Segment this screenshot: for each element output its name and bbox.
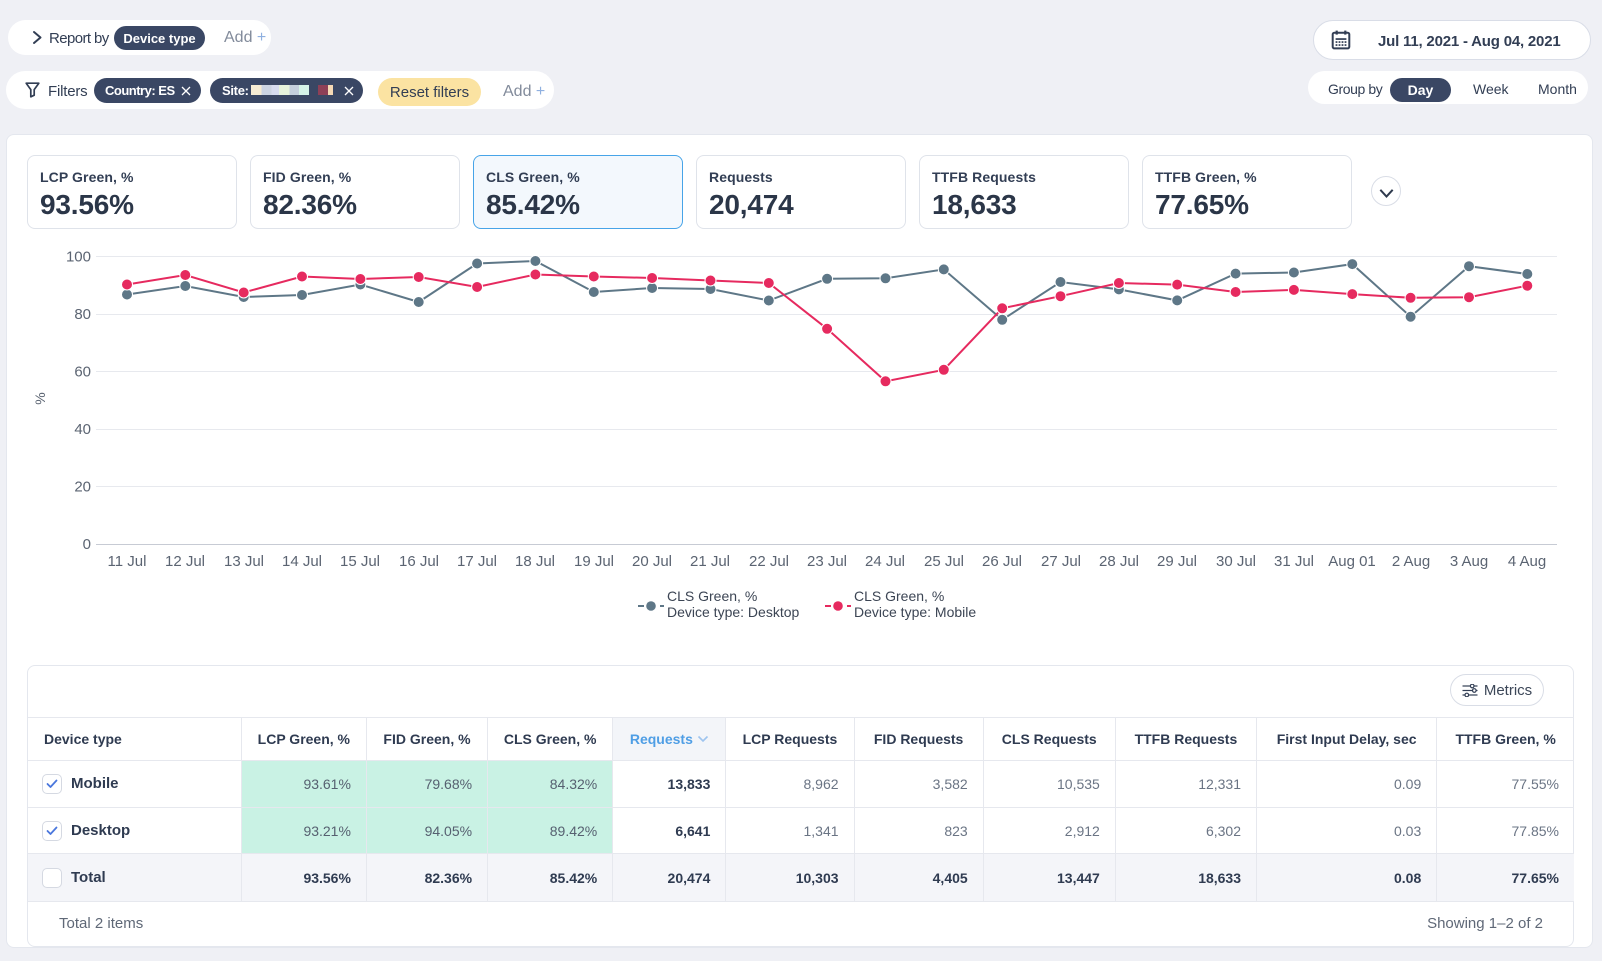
svg-text:80: 80: [74, 306, 91, 323]
svg-text:40: 40: [74, 421, 91, 438]
svg-text:0: 0: [83, 536, 91, 553]
svg-text:20: 20: [74, 479, 91, 496]
svg-text:60: 60: [74, 364, 91, 381]
svg-text:%: %: [32, 392, 48, 404]
svg-text:100: 100: [66, 249, 91, 266]
